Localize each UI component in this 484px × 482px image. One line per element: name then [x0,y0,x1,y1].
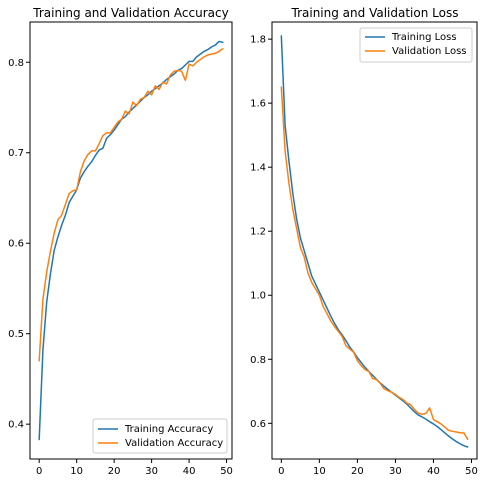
loss-y-tick-label: 1.2 [250,227,266,238]
loss-legend-label-validation: Validation Loss [392,46,467,57]
loss-legend: Training Loss Validation Loss [359,27,473,63]
accuracy-y-tick-label: 0.5 [8,329,24,340]
accuracy-chart: Training and Validation Accuracy 0 10 20 30… [8,6,233,477]
loss-x-tick-label: 50 [465,466,478,477]
loss-series-lines [280,35,469,448]
loss-y-tick-label: 1.6 [250,99,266,110]
loss-chart: Training and Validation Loss 0 10 20 30 40 50… [250,6,478,477]
accuracy-legend-label-training: Training Accuracy [124,424,213,435]
accuracy-legend-label-validation: Validation Accuracy [125,438,223,449]
loss-series-line-training [280,35,469,448]
accuracy-x-tick-label: 0 [36,466,42,477]
loss-y-tick-label: 1.8 [250,35,266,46]
loss-x-tick-label: 0 [278,466,284,477]
accuracy-legend: Training Accuracy Validation Accuracy [92,418,228,454]
loss-y-tick-label: 1.0 [250,291,266,302]
accuracy-y-tick-label: 0.8 [8,58,24,69]
loss-legend-label-training: Training Loss [391,32,457,43]
loss-series-line-validation [280,86,469,441]
loss-x-tick-label: 40 [427,466,440,477]
accuracy-chart-title: Training and Validation Accuracy [32,6,228,20]
loss-y-tick-label: 0.6 [250,419,266,430]
accuracy-y-tick-label: 0.6 [8,239,24,250]
accuracy-x-tick-label: 30 [145,466,158,477]
accuracy-y-tick-label: 0.4 [8,420,24,431]
accuracy-plot-frame [29,21,233,460]
loss-legend-box [359,27,473,63]
loss-x-tick-label: 10 [313,466,326,477]
accuracy-legend-box [92,418,228,454]
accuracy-x-tick-label: 50 [220,466,233,477]
loss-y-tick-label: 1.4 [250,163,266,174]
loss-plot-frame [271,21,478,460]
accuracy-series-lines [38,40,224,441]
loss-y-tick-label: 0.8 [250,355,266,366]
loss-x-tick-label: 30 [389,466,402,477]
accuracy-series-line-validation [38,47,224,362]
loss-x-tick-label: 20 [351,466,364,477]
loss-x-ticks: 0 10 20 30 40 50 [278,459,478,477]
accuracy-y-ticks: 0.4 0.5 0.6 0.7 0.8 [8,58,30,431]
accuracy-x-tick-label: 10 [70,466,83,477]
loss-chart-title: Training and Validation Loss [291,6,459,20]
accuracy-x-ticks: 0 10 20 30 40 50 [36,459,233,477]
accuracy-x-tick-label: 40 [183,466,196,477]
loss-y-ticks: 0.6 0.8 1.0 1.2 1.4 1.6 1.8 [250,35,272,430]
accuracy-y-tick-label: 0.7 [8,148,24,159]
accuracy-x-tick-label: 20 [108,466,121,477]
